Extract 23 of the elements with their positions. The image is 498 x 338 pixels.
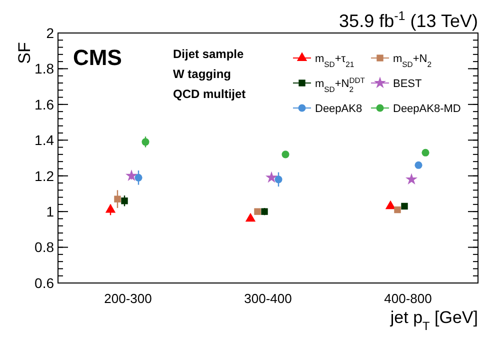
x-tick-label: 400-800 xyxy=(384,291,432,306)
x-axis-title: jet p$_{T}$ [GeV] xyxy=(389,308,478,333)
y-tick-label: 0.8 xyxy=(34,239,54,256)
annotation: QCD multijet xyxy=(173,87,246,101)
y-tick-label: 1 xyxy=(46,203,54,220)
y-tick-label: 2 xyxy=(46,24,54,41)
legend-label: BEST xyxy=(393,78,422,90)
annotation: W tagging xyxy=(173,67,231,81)
x-tick-label: 200-300 xyxy=(104,291,152,306)
y-tick-label: 0.6 xyxy=(34,274,54,291)
annotation: CMS xyxy=(73,45,122,70)
legend-label: DeepAK8-MD xyxy=(393,102,461,115)
legend-label: m$_{SD}$+τ$_{21}$ xyxy=(315,52,354,68)
y-tick-label: 1.2 xyxy=(34,168,54,184)
y-tick-label: 1.8 xyxy=(34,60,54,77)
x-tick-label: 300-400 xyxy=(244,291,292,306)
y-tick-label: 1.4 xyxy=(34,132,54,148)
y-tick-label: 1.6 xyxy=(34,96,54,112)
chart-title: 35.9 fb$^{-1}$ (13 TeV) xyxy=(339,9,478,31)
y-axis-title: SF xyxy=(15,42,34,64)
annotation: Dijet sample xyxy=(173,47,244,61)
legend-label: DeepAK8 xyxy=(315,102,362,115)
legend-label: m$_{SD}$+N$_{2}$ xyxy=(393,52,432,68)
